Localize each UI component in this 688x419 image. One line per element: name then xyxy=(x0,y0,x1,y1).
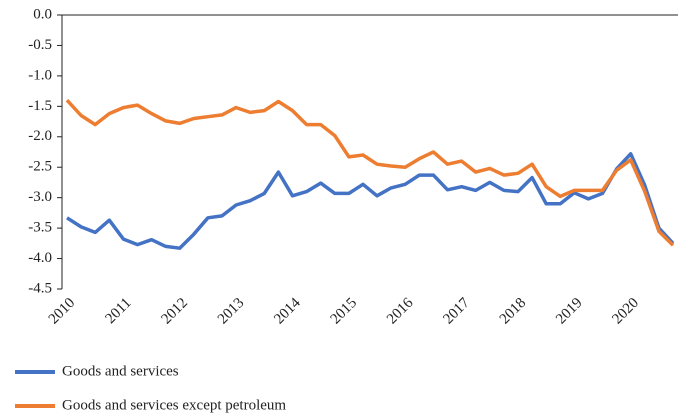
y-tick-label: -1.0 xyxy=(28,67,52,83)
y-tick-label: -4.0 xyxy=(28,250,52,266)
x-tick-label: 2011 xyxy=(102,295,134,327)
x-tick-label: 2012 xyxy=(158,295,191,328)
y-tick-label: -0.5 xyxy=(28,37,52,53)
y-tick-label: 0.0 xyxy=(33,6,52,22)
y-tick-label: -1.5 xyxy=(28,98,52,114)
x-tick-label: 2010 xyxy=(46,295,79,328)
legend-label: Goods and services except petroleum xyxy=(62,397,286,413)
x-tick-label: 2017 xyxy=(440,295,473,328)
y-tick-label: -3.0 xyxy=(28,189,52,205)
x-tick-label: 2016 xyxy=(384,295,417,328)
y-tick-label: -2.0 xyxy=(28,128,52,144)
x-tick-label: 2014 xyxy=(271,295,304,328)
x-tick-label: 2020 xyxy=(609,295,642,328)
y-tick-label: -4.5 xyxy=(28,280,52,296)
x-tick-label: 2018 xyxy=(497,295,530,328)
y-tick-label: -2.5 xyxy=(28,159,52,175)
x-tick-label: 2019 xyxy=(553,295,586,328)
x-tick-label: 2015 xyxy=(328,295,361,328)
y-tick-label: -3.5 xyxy=(28,220,52,236)
x-tick-label: 2013 xyxy=(215,295,248,328)
series-line xyxy=(66,152,675,250)
series-line xyxy=(65,99,675,247)
legend-label: Goods and services xyxy=(62,363,179,379)
